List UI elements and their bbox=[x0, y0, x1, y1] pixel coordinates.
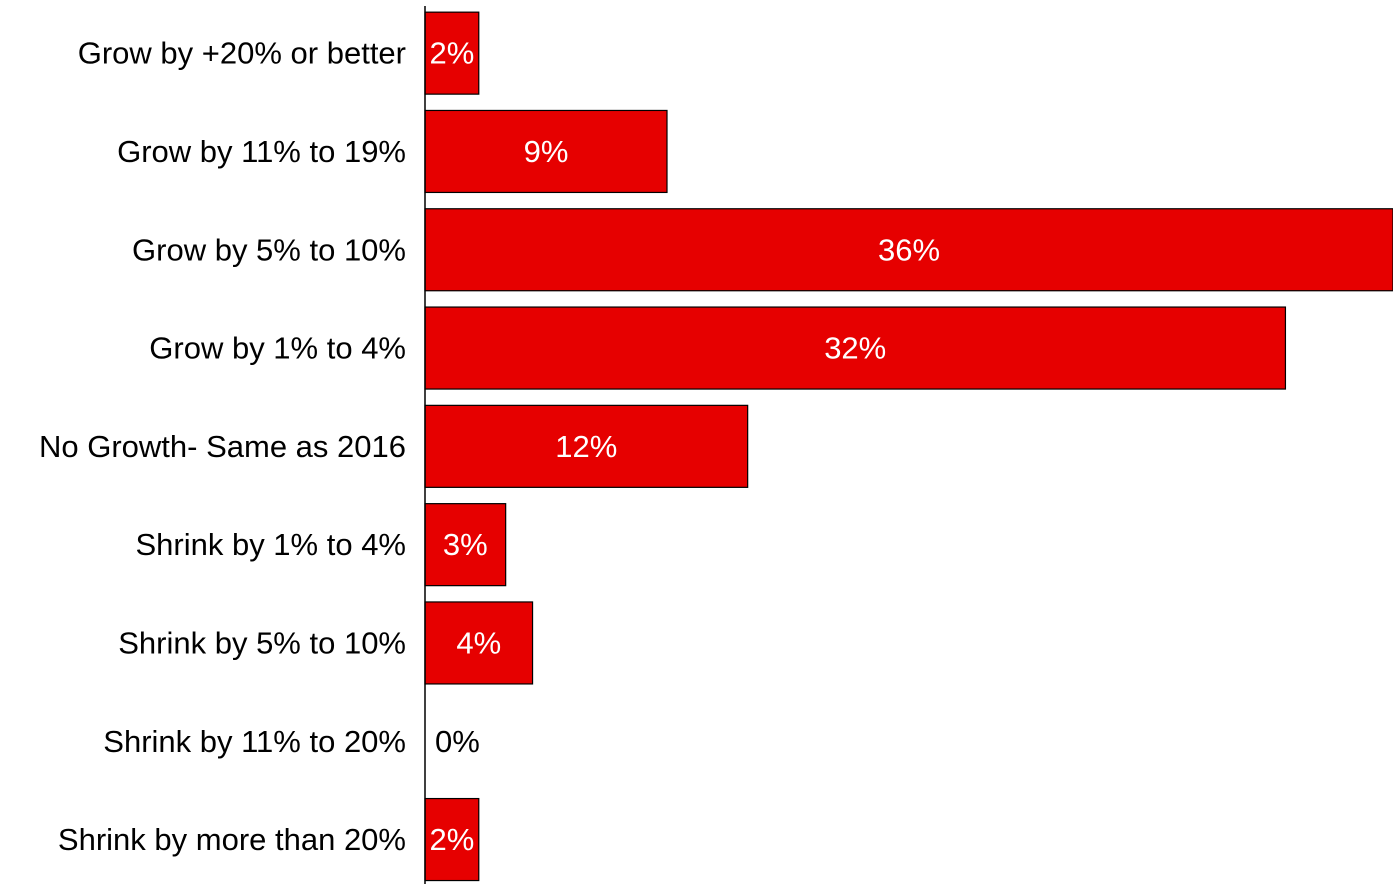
data-label: 32% bbox=[824, 331, 886, 366]
data-label: 0% bbox=[435, 724, 480, 759]
bar-0 bbox=[424, 11, 480, 95]
bar-4 bbox=[424, 404, 749, 488]
category-label: Grow by 1% to 4% bbox=[149, 331, 406, 366]
category-label: Shrink by 5% to 10% bbox=[118, 625, 406, 660]
category-label: Grow by 5% to 10% bbox=[132, 232, 406, 267]
category-label: Grow by 11% to 19% bbox=[117, 134, 406, 169]
category-label: Shrink by 1% to 4% bbox=[135, 527, 406, 562]
data-label: 2% bbox=[429, 822, 474, 857]
bar-2 bbox=[424, 208, 1393, 292]
data-label: 12% bbox=[555, 429, 617, 464]
data-label: 3% bbox=[443, 527, 488, 562]
bar-8 bbox=[424, 797, 480, 882]
category-label: No Growth- Same as 2016 bbox=[39, 429, 406, 464]
category-label: Grow by +20% or better bbox=[78, 36, 406, 71]
bar-3 bbox=[424, 306, 1287, 390]
data-label: 9% bbox=[524, 134, 569, 169]
bar-1 bbox=[424, 109, 668, 194]
category-label: Shrink by 11% to 20% bbox=[103, 724, 406, 759]
data-label: 4% bbox=[456, 625, 501, 660]
category-label: Shrink by more than 20% bbox=[58, 822, 406, 857]
bars-layer bbox=[424, 11, 1393, 882]
labels-layer: Grow by +20% or better 2% Grow by 11% to 1… bbox=[39, 36, 940, 857]
data-label: 2% bbox=[429, 36, 474, 71]
data-label: 36% bbox=[878, 232, 940, 267]
